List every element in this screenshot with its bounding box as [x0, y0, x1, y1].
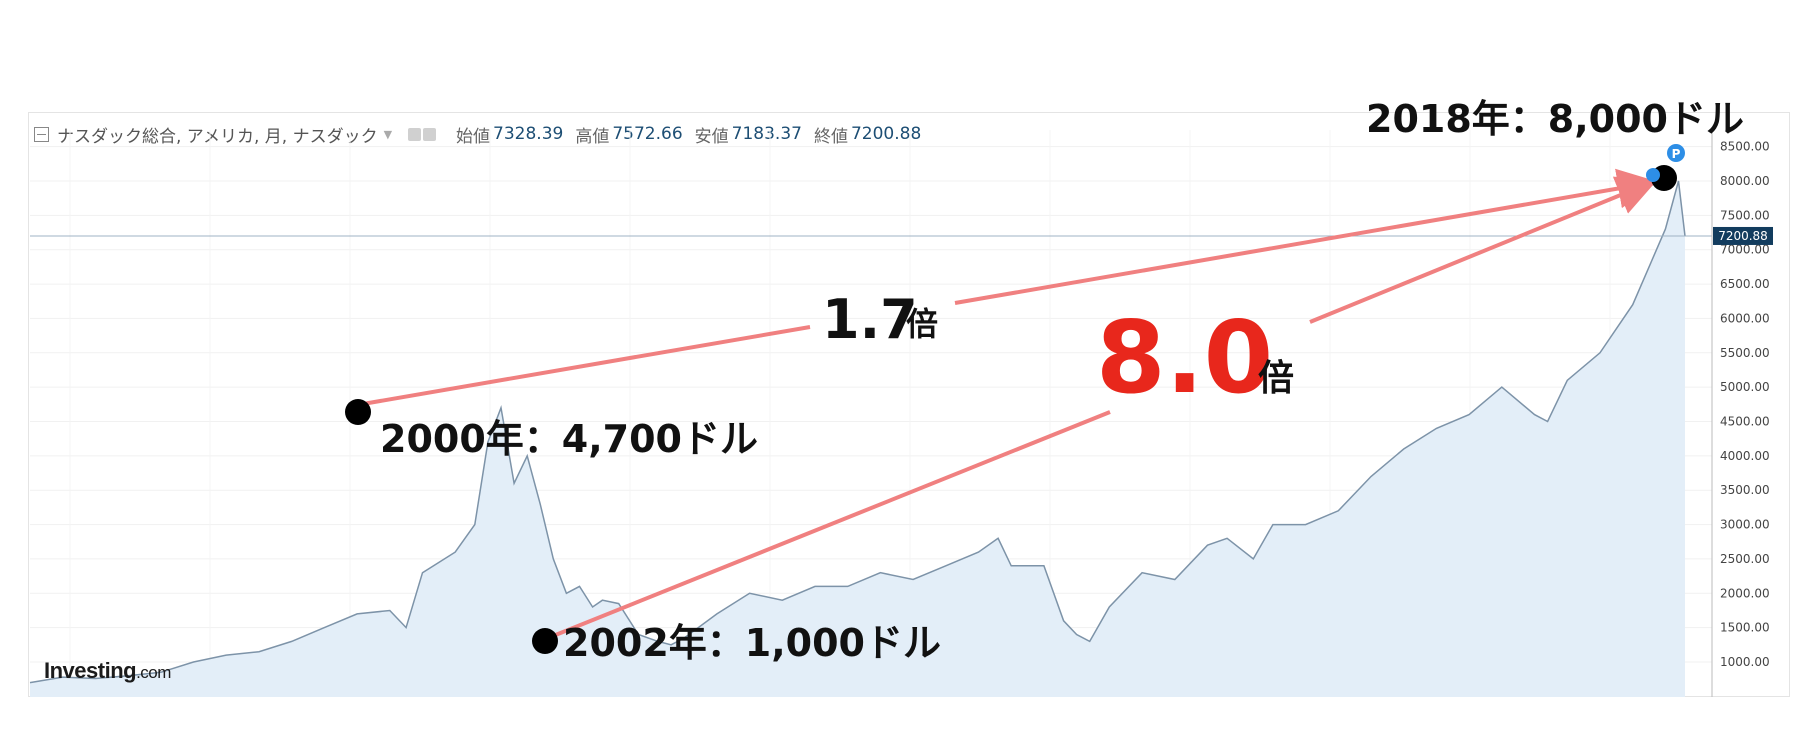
price-line	[29, 180, 1686, 684]
chevron-down-icon[interactable]: ▼	[383, 127, 393, 141]
y-tick-label: 8000.00	[1720, 174, 1770, 188]
svg-text:7200.88: 7200.88	[1718, 229, 1768, 243]
price-area	[30, 181, 1685, 697]
y-tick-label: 4000.00	[1720, 449, 1770, 463]
y-tick-label: 3000.00	[1720, 518, 1770, 532]
ratio-2-unit: 倍	[1258, 358, 1294, 399]
event-badge-blue[interactable]	[1646, 168, 1660, 182]
y-tick-label: 1000.00	[1720, 655, 1770, 669]
label-2000: 2000年：4,700ドル	[380, 417, 758, 461]
ohlc-high-label: 高値	[575, 126, 610, 147]
y-tick-label: 8500.00	[1720, 140, 1770, 154]
marker-2000	[345, 399, 371, 425]
ohlc-open-value: 7328.39	[493, 124, 564, 144]
y-tick-label: 3500.00	[1720, 483, 1770, 497]
ohlc-close-label: 終値	[813, 126, 848, 147]
ohlc-low-label: 安値	[694, 126, 729, 147]
arrow-2000-to-2018-right	[954, 168, 1658, 305]
ratio-1-unit: 倍	[906, 305, 938, 343]
p-badge[interactable]: P	[1667, 144, 1685, 162]
y-tick-label: 5000.00	[1720, 380, 1770, 394]
arrow-2002-to-2018-right	[1309, 176, 1658, 324]
y-tick-label: 6000.00	[1720, 311, 1770, 325]
y-tick-label: 7000.00	[1720, 243, 1770, 257]
y-axis-ticks: 1000.00 1500.00 2000.00 2500.00 3000.00 3500.…	[1720, 140, 1770, 669]
label-2002: 2002年：1,000ドル	[563, 621, 941, 665]
ratio-2-number: 8.0	[1096, 299, 1273, 416]
ohlc-low-value: 7183.37	[731, 124, 802, 144]
marker-2002	[532, 628, 558, 654]
label-2018: 2018年：8,000ドル	[1366, 97, 1744, 141]
symbol-label[interactable]: ナスダック総合, アメリカ, 月, ナスダック	[57, 126, 378, 147]
y-tick-label: 2500.00	[1720, 552, 1770, 566]
svg-text:P: P	[1672, 147, 1681, 161]
eye-icon[interactable]	[423, 127, 437, 141]
collapse-icon[interactable]	[34, 126, 49, 142]
y-tick-label: 1500.00	[1720, 621, 1770, 635]
investing-logo: Investing.com	[44, 658, 171, 683]
ratio-1-number: 1.7	[822, 288, 918, 351]
ohlc-open-label: 始値	[456, 126, 491, 147]
settings-icon[interactable]	[408, 127, 422, 141]
settings-icons[interactable]	[408, 127, 437, 141]
y-tick-label: 2000.00	[1720, 586, 1770, 600]
arrow-2002-to-2018-left	[547, 410, 1111, 640]
y-tick-label: 6500.00	[1720, 277, 1770, 291]
y-tick-label: 7500.00	[1720, 208, 1770, 222]
y-tick-label: 4500.00	[1720, 415, 1770, 429]
last-price-tag: 7200.88	[1713, 226, 1773, 245]
y-tick-label: 5500.00	[1720, 346, 1770, 360]
arrow-2000-to-2018-left	[356, 325, 811, 407]
ohlc-close-value: 7200.88	[850, 124, 922, 144]
